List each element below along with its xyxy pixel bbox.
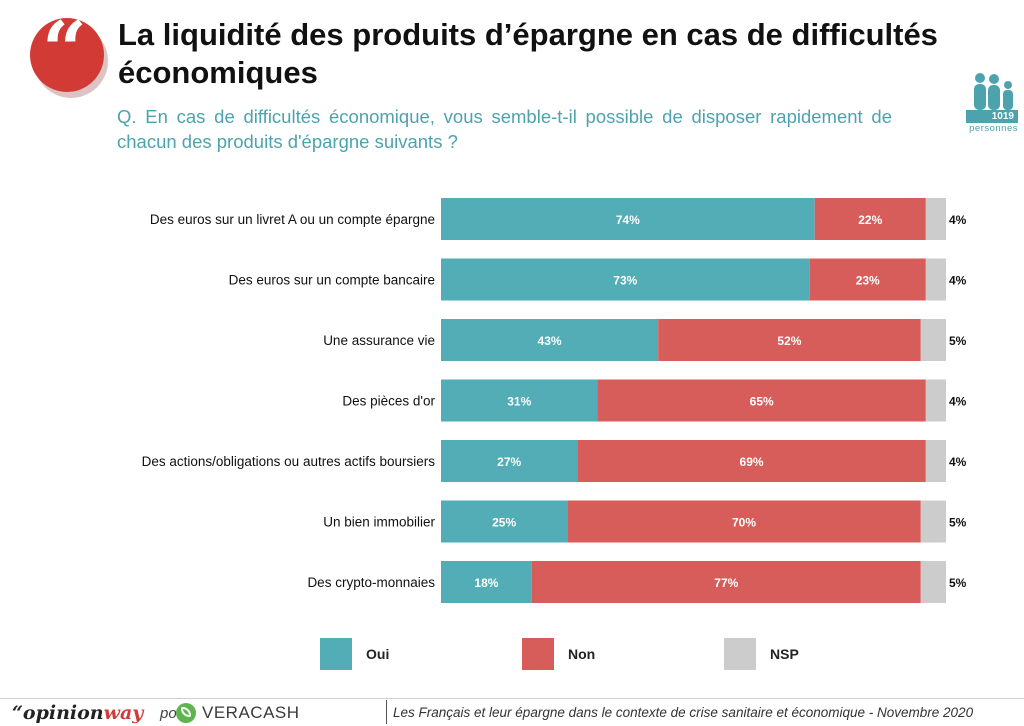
bar-oui <box>441 440 578 482</box>
category-label: Des actions/obligations ou autres actifs… <box>142 454 436 469</box>
value-label-non: 65% <box>750 395 774 409</box>
sample-unit: personnes <box>969 123 1018 134</box>
page-title: La liquidité des produits d’épargne en c… <box>118 17 938 90</box>
survey-question: Q. En cas de difficultés économique, vou… <box>117 106 892 152</box>
category-label: Un bien immobilier <box>323 515 435 530</box>
value-label-non: 22% <box>858 213 882 227</box>
category-label: Des pièces d'or <box>342 394 435 409</box>
opinionway-logo: “opinionway <box>12 702 144 724</box>
bar-non <box>531 561 921 603</box>
bar-oui <box>441 258 810 301</box>
value-label-non: 52% <box>777 334 801 348</box>
bar-oui <box>441 198 815 240</box>
bar-nsp <box>925 198 946 240</box>
value-label-oui: 25% <box>492 516 516 530</box>
value-label-oui: 73% <box>613 274 637 288</box>
value-label-oui: 74% <box>616 213 640 227</box>
bar-oui <box>441 319 659 361</box>
bar-oui <box>441 500 568 543</box>
bar-non <box>814 198 926 240</box>
category-label: Des euros sur un compte bancaire <box>229 273 435 288</box>
bar-oui <box>441 379 598 422</box>
value-label-non: 23% <box>856 274 880 288</box>
value-label-nsp: 4% <box>949 274 967 288</box>
bar-nsp <box>925 440 946 482</box>
category-label: Des crypto-monnaies <box>307 575 435 590</box>
value-label-oui: 27% <box>497 455 521 469</box>
legend-swatch-nsp <box>724 638 756 670</box>
bar-non <box>597 379 926 422</box>
legend-swatch-non <box>522 638 554 670</box>
veracash-logo: VERACASH <box>202 703 300 722</box>
footer <box>0 700 1024 726</box>
sample-count: 1019 <box>966 110 1018 123</box>
bar-nsp <box>925 379 946 422</box>
value-label-nsp: 5% <box>949 334 967 348</box>
value-label-oui: 31% <box>507 395 531 409</box>
legend-label-non: Non <box>568 646 596 662</box>
value-label-non: 70% <box>732 516 756 530</box>
stacked-bar-chart: Des euros sur un livret A ou un compte é… <box>142 198 967 603</box>
bar-nsp <box>920 561 946 603</box>
bar-nsp <box>925 258 946 301</box>
value-label-non: 77% <box>714 576 738 590</box>
bar-non <box>577 440 926 482</box>
veracash-leaf-icon <box>176 703 196 723</box>
bar-nsp <box>920 319 946 361</box>
value-label-nsp: 4% <box>949 395 967 409</box>
footer-divider <box>386 700 387 724</box>
value-label-oui: 18% <box>474 576 498 590</box>
category-label: Une assurance vie <box>323 333 435 348</box>
footer-rule <box>0 698 1024 699</box>
value-label-oui: 43% <box>538 334 562 348</box>
bar-oui <box>441 561 532 603</box>
bar-non <box>658 319 921 361</box>
quote-icon: “ <box>30 12 104 92</box>
value-label-non: 69% <box>740 455 764 469</box>
category-label: Des euros sur un livret A ou un compte é… <box>150 212 435 227</box>
value-label-nsp: 4% <box>949 213 967 227</box>
legend-label-oui: Oui <box>366 646 390 662</box>
value-label-nsp: 5% <box>949 516 967 530</box>
value-label-nsp: 5% <box>949 576 967 590</box>
value-label-nsp: 4% <box>949 455 967 469</box>
legend-swatch-oui <box>320 638 352 670</box>
bar-nsp <box>920 500 946 543</box>
bar-non <box>567 500 921 543</box>
bar-non <box>809 258 926 301</box>
people-icon <box>974 73 1013 110</box>
legend-label-nsp: NSP <box>770 646 799 662</box>
footer-caption: Les Français et leur épargne dans le con… <box>393 705 974 720</box>
